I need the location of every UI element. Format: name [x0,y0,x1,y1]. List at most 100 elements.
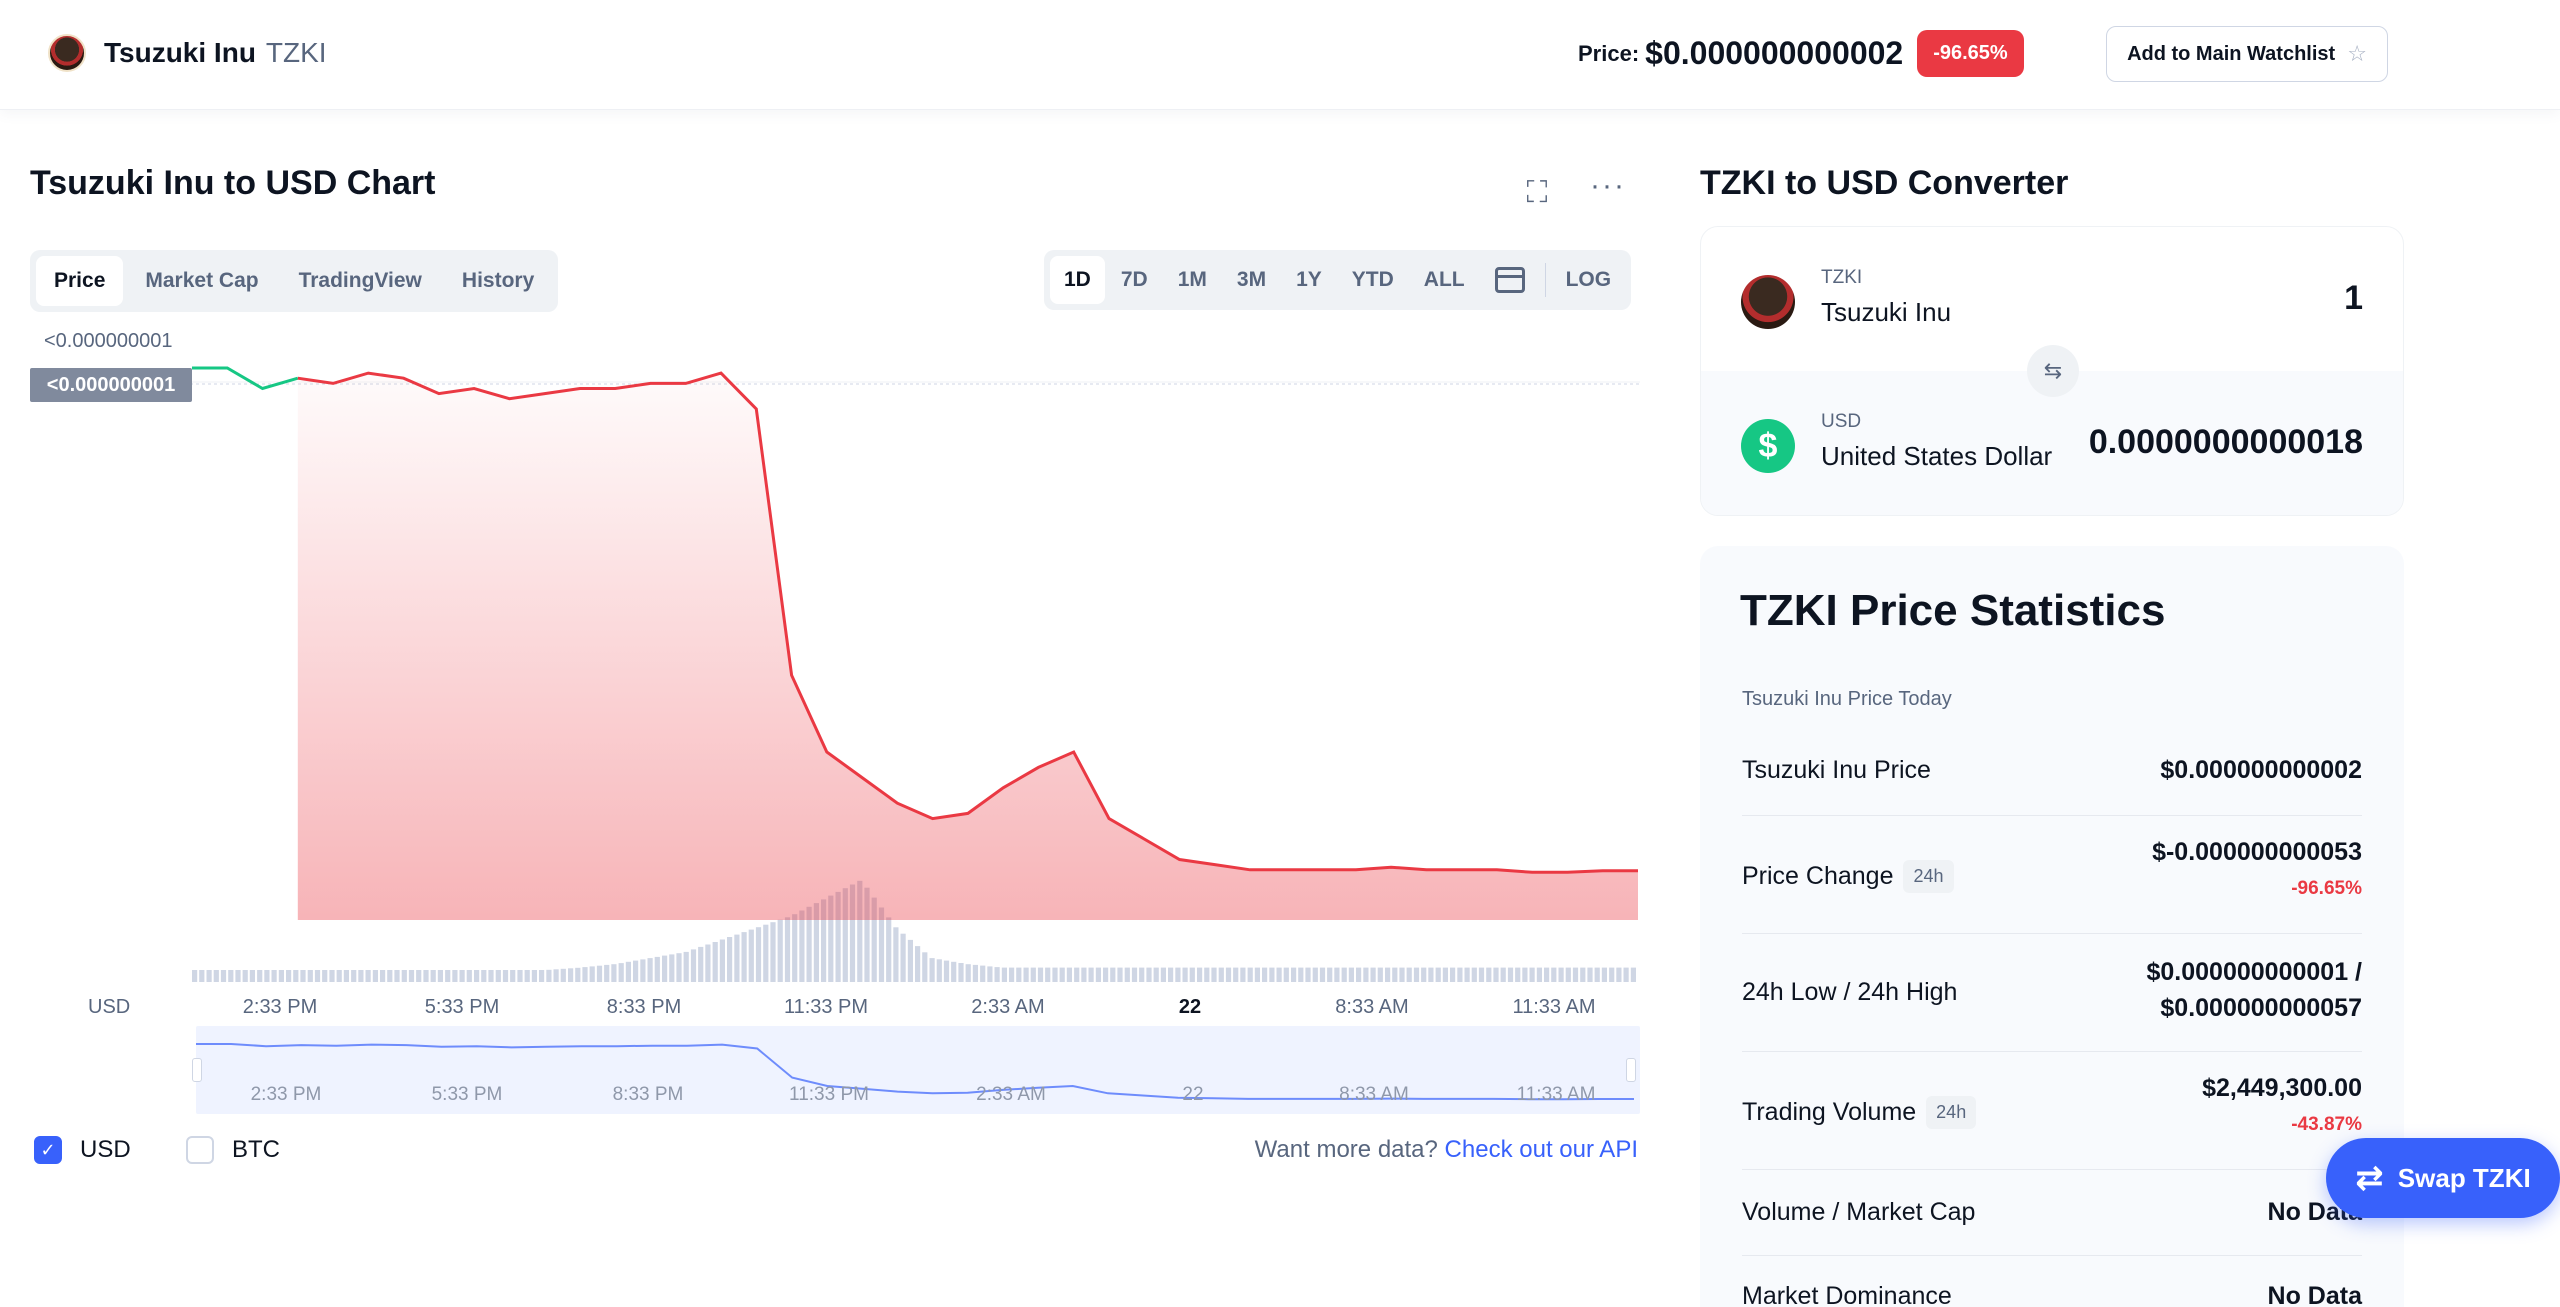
volume-bar [1319,967,1326,982]
volume-bar [813,903,819,982]
stat-label: Price Change 24h [1742,860,1954,893]
price-line-up [192,366,299,391]
price-area [297,373,1638,921]
tab-history[interactable]: History [461,269,535,292]
to-amount-input[interactable]: 0.0000000000018 [2088,423,2363,461]
add-watchlist-button[interactable]: Add to Main Watchlist ☆ [2106,26,2388,82]
converter-title: TZKI to USD Converter [1700,164,2069,202]
volume-bar [1515,967,1521,982]
from-amount-input[interactable]: 1 [2344,279,2363,317]
volume-bar [430,970,436,982]
navigator-handle-right[interactable] [1626,1058,1636,1082]
coin-name: Tsuzuki Inu [104,37,256,68]
volume-bar [1601,967,1607,982]
legend-usd[interactable]: ✓ USD [34,1136,131,1164]
volume-bar [1334,967,1340,982]
volume-bar [1616,967,1622,982]
volume-bar [936,959,942,982]
stat-label: Tsuzuki Inu Price [1742,756,1931,785]
range-7d[interactable]: 7D [1120,268,1148,291]
price-chart[interactable] [0,320,1660,1120]
volume-bar [401,970,407,982]
price-line-down [297,371,1638,874]
swap-button[interactable]: ⇄ Swap TZKI [2326,1138,2560,1218]
volume-bar [647,958,653,982]
navigator-tick: 2:33 PM [250,1084,322,1105]
stat-label-text: Trading Volume [1742,1098,1917,1126]
volume-bar [1291,967,1297,982]
converter-card: TZKI Tsuzuki Inu 1 ⇆ $ USD United States… [1700,226,2404,516]
volume-bar [1045,967,1051,982]
navigator-handle-left[interactable] [192,1058,202,1082]
calendar-icon[interactable] [1494,267,1525,293]
volume-bar [1399,967,1405,982]
volume-bar [192,970,198,982]
volume-bar [915,946,921,982]
range-1m[interactable]: 1M [1177,268,1207,291]
volume-bar [828,895,834,982]
range-all[interactable]: ALL [1423,268,1465,291]
stat-row-volume-mcap: Volume / Market Cap No Data [1742,1170,2362,1256]
fullscreen-icon[interactable]: ⛶ [1526,176,1548,209]
volume-bar [842,888,848,982]
range-3m[interactable]: 3M [1236,268,1267,291]
volume-bar [322,970,328,982]
volume-bar [987,966,993,982]
coinmarketcap-logo-icon [1380,778,1416,814]
volume-bar [1066,967,1072,982]
volume-bar [1442,967,1448,982]
volume-bar [575,967,581,982]
volume-bar [1471,967,1477,982]
volume-bar [416,970,422,982]
volume-bar [792,914,798,982]
volume-bar [748,929,754,982]
converter-from-row[interactable]: TZKI Tsuzuki Inu 1 [1701,227,2403,371]
more-options-icon[interactable]: ··· [1590,169,1626,202]
btc-checkbox[interactable] [186,1136,214,1164]
volume-bar [1189,967,1195,982]
volume-bar [1131,967,1138,982]
volume-bar [1160,967,1166,982]
volume-bar [539,970,545,982]
volume-bar [524,970,530,982]
volume-bar [690,949,697,982]
volume-bar [1348,967,1354,982]
volume-bar [1139,967,1145,982]
range-1d[interactable]: 1D [1050,256,1105,304]
volume-bar [452,970,458,982]
y-axis-top-label: <0.000000001 [44,330,173,352]
volume-bar [271,970,277,982]
volume-bar [1081,967,1087,982]
to-name: United States Dollar [1821,441,2053,471]
volume-bar [1594,967,1600,982]
navigator-range[interactable] [196,1026,1640,1114]
tab-tradingview[interactable]: TradingView [298,269,422,292]
range-1y[interactable]: 1Y [1296,268,1322,291]
volume-bar [857,880,863,982]
stat-label: 24h Low / 24h High [1742,978,1957,1007]
coin-logo-icon [48,34,86,72]
tab-price[interactable]: Price [36,256,124,306]
volume-bar [1392,967,1398,982]
swap-direction-icon[interactable]: ⇆ [2027,345,2079,397]
usd-checkbox[interactable]: ✓ [34,1136,62,1164]
stat-value: $-0.000000000053 [2152,838,2362,866]
from-name: Tsuzuki Inu [1821,297,1952,327]
volume-bar [625,961,631,982]
coin-brand[interactable]: Tsuzuki Inu TZKI [48,34,327,72]
volume-bar [474,970,480,982]
legend-btc[interactable]: BTC [186,1136,280,1164]
stat-label: Trading Volume 24h [1742,1096,1977,1129]
volume-bar [1009,967,1015,982]
api-link[interactable]: Check out our API [1444,1136,1638,1163]
tab-market-cap[interactable]: Market Cap [145,269,259,292]
volume-bar [1464,967,1470,982]
volume-bar [1327,967,1333,982]
log-toggle[interactable]: LOG [1565,268,1612,291]
volume-bar [1088,967,1094,982]
range-ytd[interactable]: YTD [1351,268,1394,291]
volume-bar [784,917,791,982]
volume-bar [1037,967,1044,982]
navigator-tick: 22 [1182,1084,1204,1105]
volume-bar [1095,967,1101,982]
